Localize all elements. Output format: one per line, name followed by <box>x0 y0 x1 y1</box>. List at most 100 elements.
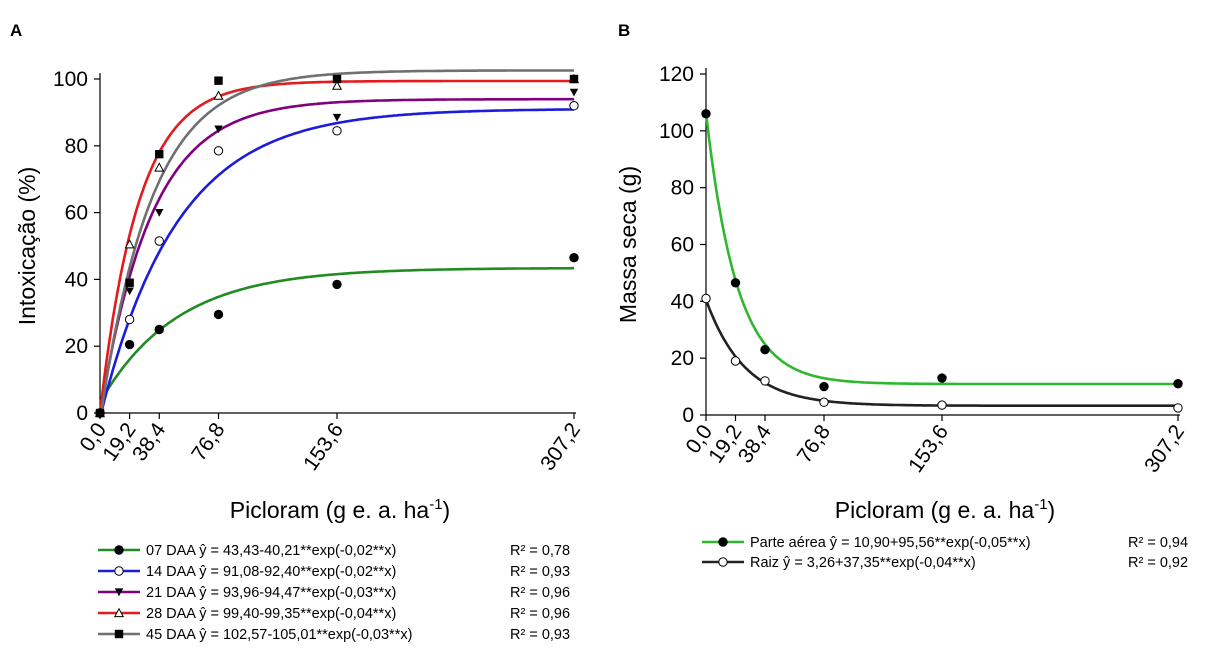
legend-r2: R² = 0,96 <box>510 585 570 601</box>
legend-entry: Parte aérea ŷ = 10,90+95,56**exp(-0,05**… <box>702 535 1188 551</box>
y-tick-label: 40 <box>65 268 88 291</box>
data-point <box>114 566 124 576</box>
data-point <box>213 309 224 320</box>
legend-entry: 45 DAA ŷ = 102,57-105,01**exp(-0,03**x) R… <box>98 627 570 643</box>
data-point <box>154 162 165 172</box>
data-point <box>819 381 829 392</box>
legend-r2: R² = 0,96 <box>510 606 570 622</box>
data-point <box>125 278 134 287</box>
data-point <box>332 113 342 122</box>
data-point <box>114 629 124 639</box>
legend-label: 14 DAA ŷ = 91,08-92,40**exp(-0,02**x) <box>146 564 396 580</box>
y-tick-label: 80 <box>671 177 694 200</box>
data-point <box>332 74 342 84</box>
data-point <box>114 545 124 555</box>
x-tick-label: 153,6 <box>904 421 953 477</box>
fit-curve-raiz <box>704 299 1178 408</box>
data-point <box>213 146 224 156</box>
data-point <box>569 101 579 111</box>
y-tick-label: 20 <box>65 335 88 358</box>
data-point <box>124 314 135 325</box>
data-point <box>124 239 135 249</box>
y-axis-title: Intoxicação (%) <box>14 167 40 326</box>
data-point <box>569 74 579 84</box>
data-point <box>124 339 135 350</box>
x-tick-label: 38,4 <box>128 418 170 465</box>
legend-label: 07 DAA ŷ = 43,43-40,21**exp(-0,02**x) <box>146 543 396 559</box>
data-point <box>332 279 342 290</box>
x-tick-label: 153,6 <box>299 419 348 475</box>
data-point <box>730 356 741 366</box>
y-tick-label: 60 <box>671 234 694 257</box>
x-axis-title: Picloram (g e. a. ha-1) <box>230 496 450 523</box>
data-point <box>214 76 223 85</box>
panel-label: A <box>10 21 22 40</box>
legend-entry: 28 DAA ŷ = 99,40-99,35**exp(-0,04**x) R² … <box>98 606 570 622</box>
y-tick-label: 40 <box>671 290 694 313</box>
panel-label: B <box>618 21 630 40</box>
data-point <box>154 324 164 335</box>
x-axis-title: Picloram (g e. a. ha-1) <box>835 496 1055 523</box>
data-point <box>125 287 134 296</box>
data-point <box>937 373 947 383</box>
legend-entry: Raiz ŷ = 3,26+37,35**exp(-0,04**x) R² = 0… <box>702 555 1188 571</box>
legend-label: Raiz ŷ = 3,26+37,35**exp(-0,04**x) <box>750 555 976 571</box>
data-point <box>114 588 124 597</box>
x-tick-label: 76,8 <box>793 421 835 468</box>
data-point <box>155 209 164 217</box>
fit-curve-21-daa <box>98 97 574 414</box>
y-tick-label: 80 <box>65 135 88 158</box>
legend-label: Parte aérea ŷ = 10,90+95,56**exp(-0,05**… <box>750 535 1031 551</box>
data-point <box>718 557 728 567</box>
data-point <box>1173 379 1183 389</box>
x-tick-label: 307,2 <box>1140 421 1189 477</box>
y-tick-label: 100 <box>53 68 88 91</box>
x-tick-label: 38,4 <box>734 420 776 467</box>
data-point <box>332 126 342 136</box>
data-point <box>569 88 579 97</box>
y-tick-label: 100 <box>659 120 694 143</box>
data-point <box>1173 403 1183 413</box>
y-tick-label: 0 <box>682 404 694 427</box>
data-point <box>95 408 105 418</box>
legend-r2: R² = 0,92 <box>1128 555 1188 571</box>
legend-r2: R² = 0,93 <box>510 564 570 580</box>
legend-entry: 07 DAA ŷ = 43,43-40,21**exp(-0,02**x) R² … <box>98 543 570 559</box>
fit-curve-07-daa <box>98 266 574 403</box>
legend-r2: R² = 0,93 <box>510 627 570 643</box>
fit-curve-14-daa <box>99 108 574 414</box>
data-point <box>155 149 164 159</box>
data-point <box>213 90 224 100</box>
x-tick-label: 76,8 <box>187 419 229 466</box>
legend-r2: R² = 0,78 <box>510 543 570 559</box>
legend-label: 45 DAA ŷ = 102,57-105,01**exp(-0,03**x) <box>146 627 412 643</box>
data-point <box>718 537 728 547</box>
data-point <box>730 278 741 288</box>
data-point <box>154 236 164 246</box>
data-point <box>331 80 343 90</box>
legend-entry: 14 DAA ŷ = 91,08-92,40**exp(-0,02**x) R² … <box>98 564 570 580</box>
data-point <box>937 400 947 410</box>
legend-label: 21 DAA ŷ = 93,96-94,47**exp(-0,03**x) <box>146 585 396 601</box>
y-tick-label: 0 <box>76 402 88 425</box>
data-point <box>701 109 711 119</box>
data-point <box>701 293 711 304</box>
y-tick-label: 120 <box>659 63 694 86</box>
legend-r2: R² = 0,94 <box>1128 535 1188 551</box>
data-point <box>569 252 579 263</box>
legend-label: 28 DAA ŷ = 99,40-99,35**exp(-0,04**x) <box>146 606 396 622</box>
y-tick-label: 60 <box>65 202 88 225</box>
fit-curve-45-daa <box>98 69 574 414</box>
x-tick-label: 307,2 <box>536 419 585 475</box>
y-tick-label: 20 <box>671 347 694 370</box>
data-point <box>113 607 125 618</box>
fit-curve-parte-a-rea <box>704 112 1178 386</box>
data-point <box>760 376 770 386</box>
data-point <box>760 344 770 355</box>
data-point <box>819 397 829 407</box>
data-point <box>214 125 223 134</box>
y-axis-title: Massa seca (g) <box>615 166 641 323</box>
